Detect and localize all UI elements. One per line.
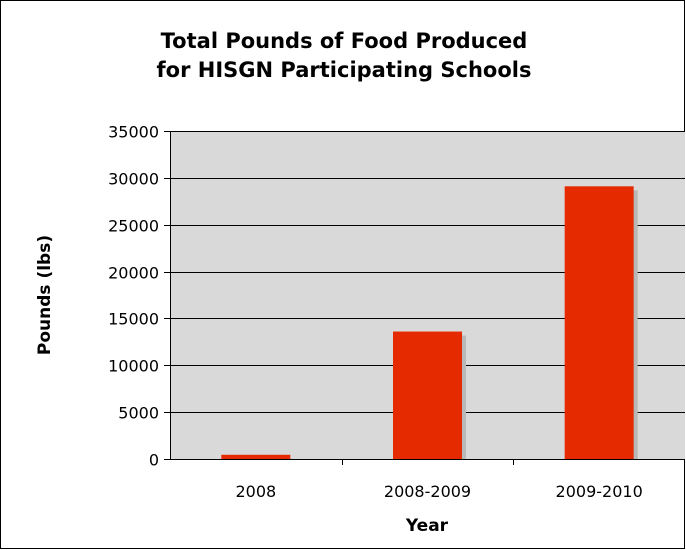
y-tick-label: 25000 (108, 217, 159, 236)
y-tick-label: 15000 (108, 310, 159, 329)
y-tick-label: 30000 (108, 170, 159, 189)
x-tick-label: 2009-2010 (556, 482, 643, 501)
y-tick-label: 20000 (108, 264, 159, 283)
x-tick-label: 2008-2009 (384, 482, 471, 501)
y-tick-label: 0 (149, 451, 159, 470)
chart-title: Total Pounds of Food Produced for HISGN … (1, 27, 686, 85)
y-tick-label: 10000 (108, 357, 159, 376)
y-tick-label: 35000 (108, 123, 159, 142)
x-tick-label: 2008 (235, 482, 276, 501)
axes (164, 131, 685, 465)
bar-2009-2010 (564, 186, 634, 459)
bar-2008 (221, 454, 291, 459)
bar-2008-2009 (393, 331, 462, 459)
chart-title-line-2: for HISGN Participating Schools (156, 58, 532, 82)
chart-title-line-1: Total Pounds of Food Produced (160, 29, 528, 53)
bars (221, 186, 638, 459)
y-tick-label: 5000 (118, 404, 159, 423)
y-axis-label: Pounds (lbs) (35, 235, 55, 355)
x-axis-label: Year (405, 516, 449, 536)
tick-labels: 0 5000 10000 15000 20000 25000 30000 35000 2008 2… (108, 123, 643, 502)
